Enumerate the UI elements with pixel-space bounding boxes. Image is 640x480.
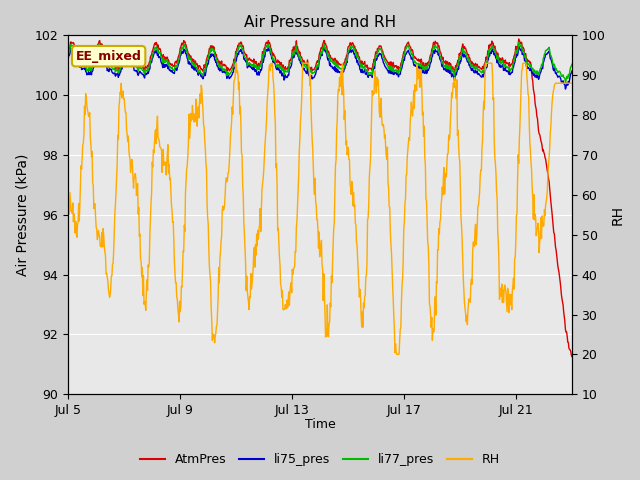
Y-axis label: RH: RH	[611, 205, 625, 225]
X-axis label: Time: Time	[305, 419, 335, 432]
Title: Air Pressure and RH: Air Pressure and RH	[244, 15, 396, 30]
Y-axis label: Air Pressure (kPa): Air Pressure (kPa)	[15, 154, 29, 276]
Legend: AtmPres, li75_pres, li77_pres, RH: AtmPres, li75_pres, li77_pres, RH	[135, 448, 505, 471]
Text: EE_mixed: EE_mixed	[76, 50, 141, 63]
